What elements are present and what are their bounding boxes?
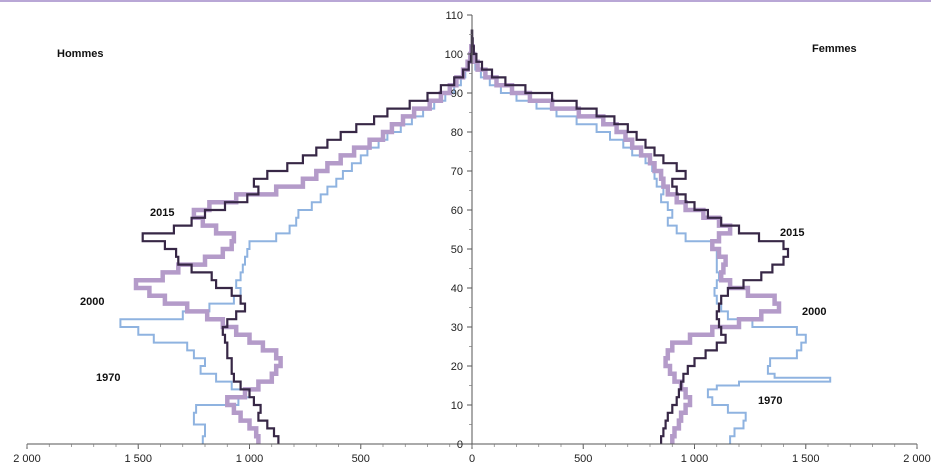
y-tick-label: 10 bbox=[451, 400, 463, 412]
panel-label-men: Hommes bbox=[57, 48, 103, 60]
panel-label-women: Femmes bbox=[812, 43, 857, 55]
series-1970-women bbox=[471, 45, 832, 444]
y-tick-label: 0 bbox=[457, 439, 463, 451]
series-2015-women bbox=[471, 29, 790, 444]
year-label-men-2000: 2000 bbox=[80, 296, 104, 308]
y-tick-label: 60 bbox=[451, 205, 463, 217]
y-tick-label: 90 bbox=[451, 88, 463, 100]
y-tick-label: 40 bbox=[451, 283, 463, 295]
x-tick-label: 1 000 bbox=[236, 453, 264, 465]
y-tick-label: 100 bbox=[445, 49, 463, 61]
y-tick-label: 20 bbox=[451, 361, 463, 373]
y-tick-label: 50 bbox=[451, 244, 463, 256]
axes-layer: 2 000 1 500 1 000 500 0 500 1 000 1 500 2 000 0 10… bbox=[13, 10, 931, 465]
year-label-men-2015: 2015 bbox=[150, 207, 174, 219]
y-tick-label: 110 bbox=[445, 10, 463, 22]
x-tick-label: 500 bbox=[352, 453, 370, 465]
y-tick-label: 80 bbox=[451, 127, 463, 139]
series-1970-men bbox=[119, 45, 473, 444]
series-layer bbox=[119, 29, 832, 444]
year-label-men-1970: 1970 bbox=[96, 372, 120, 384]
x-tick-label: 500 bbox=[574, 453, 592, 465]
x-tick-label: 1 500 bbox=[792, 453, 820, 465]
y-tick-label: 30 bbox=[451, 322, 463, 334]
series-2000-women bbox=[470, 43, 782, 444]
labels-layer: Hommes Femmes 2015 2000 1970 2015 2000 1970 bbox=[57, 43, 857, 407]
x-tick-label: 2 000 bbox=[13, 453, 41, 465]
x-tick-label: 1 000 bbox=[681, 453, 709, 465]
year-label-women-1970: 1970 bbox=[758, 395, 782, 407]
year-label-women-2000: 2000 bbox=[802, 306, 826, 318]
series-2015-men bbox=[141, 29, 473, 444]
x-tick-label: 1 500 bbox=[124, 453, 152, 465]
x-tick-label: 0 bbox=[469, 453, 475, 465]
y-tick-label: 70 bbox=[451, 166, 463, 178]
year-label-women-2015: 2015 bbox=[780, 227, 804, 239]
x-tick-label: 2 000 bbox=[903, 453, 931, 465]
series-2000-men bbox=[133, 43, 474, 444]
